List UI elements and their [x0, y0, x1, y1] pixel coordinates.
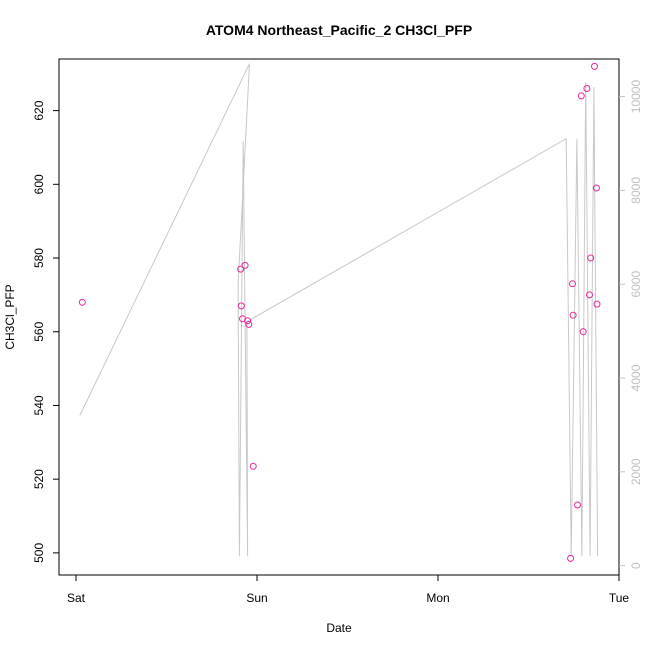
- data-point: [592, 184, 600, 192]
- y-axis-left: 500 520 540 560 580 600 620: [32, 100, 59, 563]
- data-point: [569, 280, 576, 288]
- data-point: [237, 302, 245, 310]
- y-right-tick-label: 10000: [629, 80, 643, 114]
- series-line: [79, 63, 599, 557]
- data-point: [591, 62, 598, 70]
- y-left-tick-label: 560: [32, 321, 46, 341]
- data-point: [249, 462, 257, 470]
- y-axis-right: 0 2000 4000 6000 8000 10000: [619, 80, 643, 569]
- x-tick-label: Tue: [609, 591, 630, 605]
- line-series: [79, 63, 599, 557]
- data-point: [583, 85, 591, 92]
- data-point: [569, 311, 577, 319]
- data-point: [593, 300, 601, 308]
- y-left-tick-label: 580: [32, 248, 46, 268]
- chart-title: ATOM4 Northeast_Pacific_2 CH3Cl_PFP: [206, 22, 472, 38]
- x-axis: Sat Sun Mon Tue: [67, 575, 629, 605]
- y-right-tick-label: 4000: [629, 364, 643, 391]
- x-axis-label: Date: [326, 621, 352, 635]
- data-point: [587, 254, 595, 262]
- y-axis-label: CH3Cl_PFP: [3, 284, 17, 349]
- data-point: [245, 320, 253, 328]
- y-left-tick-label: 620: [32, 100, 46, 120]
- y-left-tick-label: 600: [32, 174, 46, 194]
- data-point: [586, 291, 593, 299]
- y-right-tick-label: 0: [629, 562, 643, 569]
- plot-frame: [58, 58, 620, 576]
- x-tick-label: Sun: [246, 591, 267, 605]
- data-point: [574, 501, 581, 509]
- y-left-tick-label: 540: [32, 395, 46, 415]
- data-point: [567, 554, 575, 562]
- y-right-tick-label: 2000: [629, 458, 643, 485]
- x-tick-label: Sat: [67, 591, 86, 605]
- data-point: [237, 265, 245, 273]
- data-point: [577, 92, 585, 100]
- y-left-tick-label: 500: [32, 543, 46, 563]
- y-right-tick-label: 8000: [629, 177, 643, 204]
- scatter-series: [78, 62, 601, 562]
- data-point: [579, 328, 587, 336]
- y-left-tick-label: 520: [32, 469, 46, 489]
- x-tick-label: Mon: [426, 591, 449, 605]
- y-right-tick-label: 6000: [629, 270, 643, 297]
- data-point: [241, 261, 249, 269]
- data-point: [78, 298, 86, 306]
- data-point: [244, 317, 252, 325]
